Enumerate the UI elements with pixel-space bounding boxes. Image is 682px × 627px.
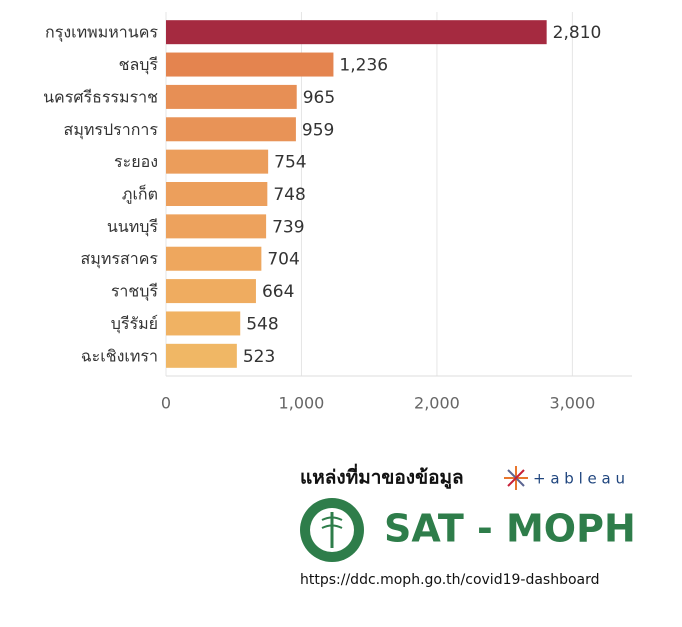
x-tick-label: 2,000 <box>414 394 460 413</box>
bar <box>166 214 267 239</box>
value-label: 965 <box>303 88 335 108</box>
x-tick-label: 1,000 <box>279 394 325 413</box>
y-tick-label: สมุทรปราการ <box>64 120 159 140</box>
value-label: 739 <box>272 217 304 237</box>
tableau-logo-mark <box>504 466 528 490</box>
x-tick-label: 0 <box>161 394 171 413</box>
x-tick-label: 3,000 <box>549 394 595 413</box>
value-label: 664 <box>262 282 294 302</box>
y-tick-label: ฉะเชิงเทรา <box>81 346 158 365</box>
y-tick-label: กรุงเทพมหานคร <box>45 23 158 43</box>
value-label: 748 <box>273 185 305 205</box>
y-tick-label: สมุทรสาคร <box>81 249 159 269</box>
value-label: 754 <box>274 153 306 173</box>
y-tick-label: บุรีรัมย์ <box>111 314 158 334</box>
value-label: 2,810 <box>553 23 602 43</box>
bar <box>166 84 297 109</box>
bar <box>166 279 256 304</box>
bar <box>166 343 237 368</box>
source-label: แหล่งที่มาของข้อมูล <box>300 464 464 490</box>
source-url: https://ddc.moph.go.th/covid19-dashboard <box>300 572 600 588</box>
y-tick-label: ชลบุรี <box>119 55 159 75</box>
bar <box>166 182 268 206</box>
value-label: 523 <box>243 347 275 367</box>
y-tick-label: ภูเก็ต <box>122 184 158 205</box>
bar <box>166 117 296 142</box>
bar <box>166 149 269 174</box>
bar <box>166 311 241 336</box>
value-label: 1,236 <box>339 56 388 76</box>
y-tick-label: นครศรีธรรมราช <box>43 87 158 106</box>
tableau-text: + a b l e a u <box>533 470 625 488</box>
y-tick-label: ระยอง <box>114 152 158 171</box>
bar <box>166 246 262 271</box>
y-tick-label: ราชบุรี <box>111 282 159 302</box>
value-label: 959 <box>302 120 334 140</box>
y-tick-label: นนทบุรี <box>107 217 159 237</box>
bar <box>166 52 334 77</box>
org-name: SAT - MOPH <box>384 507 636 551</box>
moph-seal <box>300 498 364 562</box>
value-label: 548 <box>246 314 278 334</box>
bar <box>166 20 547 45</box>
value-label: 704 <box>267 250 299 270</box>
